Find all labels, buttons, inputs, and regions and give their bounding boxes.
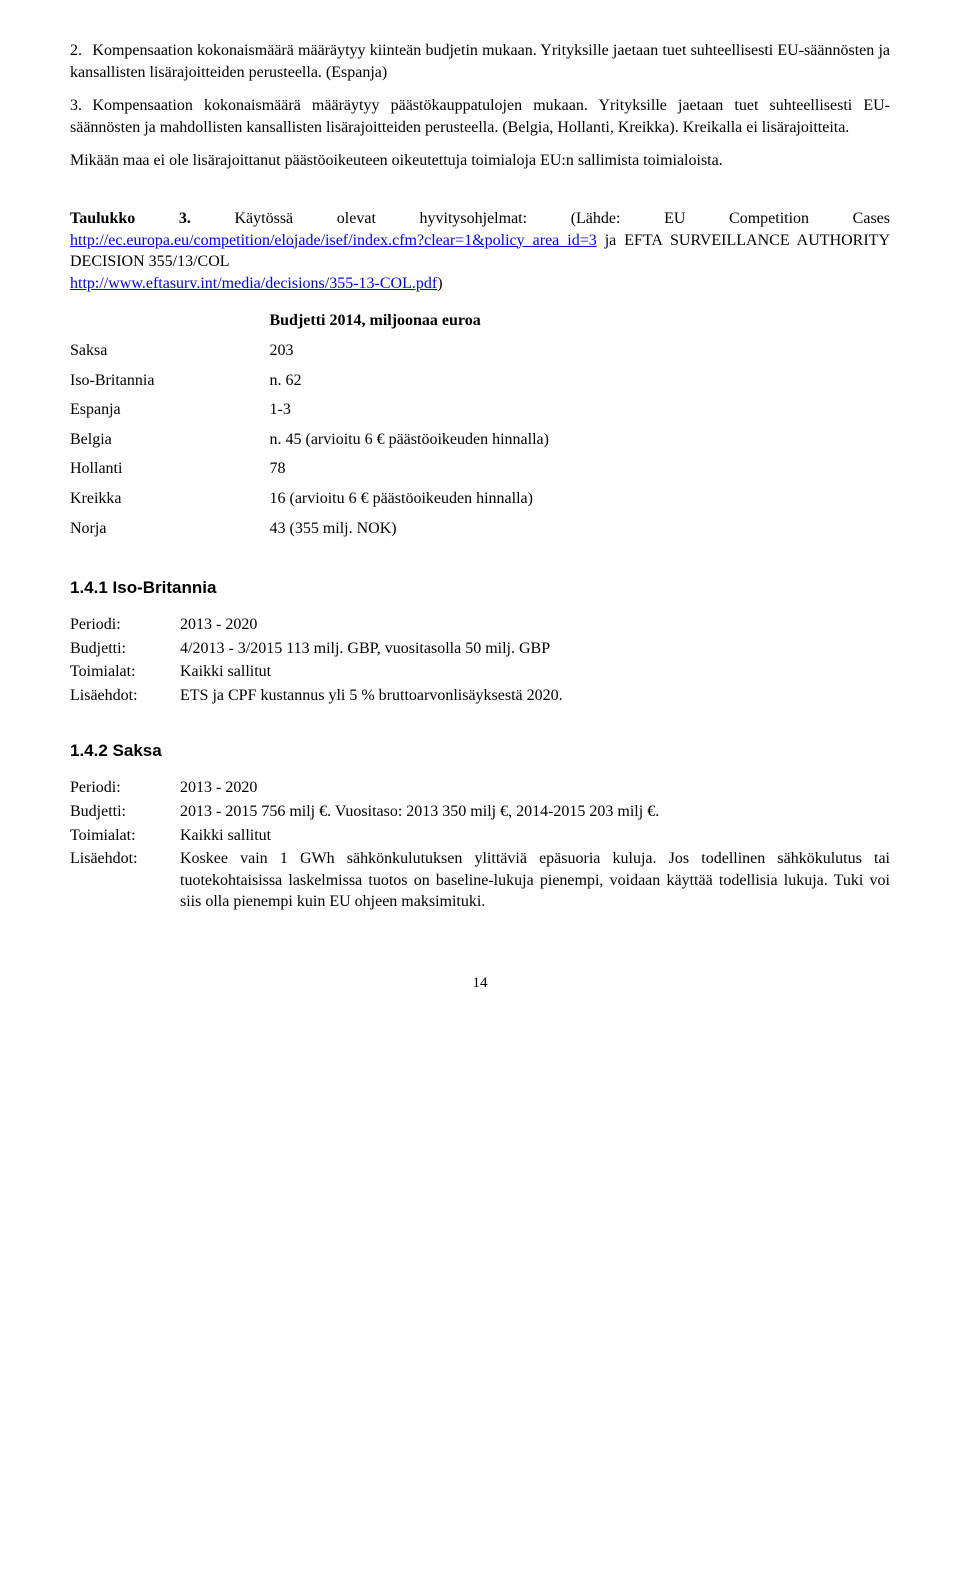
country-cell: Hollanti — [70, 454, 269, 484]
table-row: Hollanti78 — [70, 454, 890, 484]
kv-label: Toimialat: — [70, 661, 180, 683]
table-row: Kreikka16 (arvioitu 6 € päästöoikeuden h… — [70, 484, 890, 514]
kv-label: Lisäehdot: — [70, 848, 180, 913]
source-link-1[interactable]: http://ec.europa.eu/competition/elojade/… — [70, 232, 597, 249]
kv-value: 2013 - 2015 756 milj €. Vuositaso: 2013 … — [180, 801, 890, 823]
value-cell: 1-3 — [269, 395, 890, 425]
paragraph: Mikään maa ei ole lisärajoittanut päästö… — [70, 150, 890, 172]
caption-text: ) — [437, 275, 442, 292]
value-cell: 16 (arvioitu 6 € päästöoikeuden hinnalla… — [269, 484, 890, 514]
list-item-2: 2.Kompensaation kokonaismäärä määräytyy … — [70, 40, 890, 83]
value-cell: 203 — [269, 336, 890, 366]
caption-text: Käytössä olevat hyvitysohjelmat: (Lähde:… — [191, 210, 890, 227]
kv-label: Lisäehdot: — [70, 685, 180, 707]
kv-value: ETS ja CPF kustannus yli 5 % bruttoarvon… — [180, 685, 890, 707]
kv-value: Kaikki sallitut — [180, 661, 890, 683]
kv-row: Periodi:2013 - 2020 — [70, 777, 890, 799]
kv-value: 4/2013 - 3/2015 113 milj. GBP, vuositaso… — [180, 638, 890, 660]
kv-value: Koskee vain 1 GWh sähkönkulutuksen ylitt… — [180, 848, 890, 913]
kv-label: Budjetti: — [70, 801, 180, 823]
kv-value: Kaikki sallitut — [180, 825, 890, 847]
kv-label: Toimialat: — [70, 825, 180, 847]
kv-row: Budjetti:4/2013 - 3/2015 113 milj. GBP, … — [70, 638, 890, 660]
value-cell: 78 — [269, 454, 890, 484]
kv-label: Periodi: — [70, 777, 180, 799]
country-cell: Espanja — [70, 395, 269, 425]
kv-row: Budjetti:2013 - 2015 756 milj €. Vuosita… — [70, 801, 890, 823]
table-row: Belgian. 45 (arvioitu 6 € päästöoikeuden… — [70, 425, 890, 455]
table-row: Espanja1-3 — [70, 395, 890, 425]
table-header-budget: Budjetti 2014, miljoonaa euroa — [269, 306, 890, 336]
kv-label: Periodi: — [70, 614, 180, 636]
kv-block-iso-britannia: Periodi:2013 - 2020 Budjetti:4/2013 - 3/… — [70, 614, 890, 706]
kv-row: Lisäehdot:Koskee vain 1 GWh sähkönkulutu… — [70, 848, 890, 913]
country-cell: Iso-Britannia — [70, 366, 269, 396]
kv-value: 2013 - 2020 — [180, 777, 890, 799]
page-number: 14 — [70, 973, 890, 993]
table-caption-lead: Taulukko 3. — [70, 210, 191, 227]
source-link-2[interactable]: http://www.eftasurv.int/media/decisions/… — [70, 275, 437, 292]
value-cell: 43 (355 milj. NOK) — [269, 514, 890, 544]
item-text: Kompensaation kokonaismäärä määräytyy pä… — [70, 97, 890, 136]
kv-value: 2013 - 2020 — [180, 614, 890, 636]
table-row: Saksa203 — [70, 336, 890, 366]
country-cell: Saksa — [70, 336, 269, 366]
item-number: 2. — [70, 40, 92, 62]
table-row: Iso-Britannian. 62 — [70, 366, 890, 396]
table-caption: Taulukko 3. Käytössä olevat hyvitysohjel… — [70, 208, 890, 294]
table-header-row: Budjetti 2014, miljoonaa euroa — [70, 306, 890, 336]
value-cell: n. 45 (arvioitu 6 € päästöoikeuden hinna… — [269, 425, 890, 455]
item-number: 3. — [70, 95, 92, 117]
kv-label: Budjetti: — [70, 638, 180, 660]
item-text: Kompensaation kokonaismäärä määräytyy ki… — [70, 42, 890, 81]
country-cell: Belgia — [70, 425, 269, 455]
value-cell: n. 62 — [269, 366, 890, 396]
kv-block-saksa: Periodi:2013 - 2020 Budjetti:2013 - 2015… — [70, 777, 890, 913]
kv-row: Toimialat:Kaikki sallitut — [70, 661, 890, 683]
kv-row: Periodi:2013 - 2020 — [70, 614, 890, 636]
table-header-empty — [70, 306, 269, 336]
kv-row: Toimialat:Kaikki sallitut — [70, 825, 890, 847]
kv-row: Lisäehdot:ETS ja CPF kustannus yli 5 % b… — [70, 685, 890, 707]
section-heading-iso-britannia: 1.4.1 Iso-Britannia — [70, 577, 890, 600]
table-row: Norja43 (355 milj. NOK) — [70, 514, 890, 544]
budget-table: Budjetti 2014, miljoonaa euroa Saksa203 … — [70, 306, 890, 543]
country-cell: Norja — [70, 514, 269, 544]
section-heading-saksa: 1.4.2 Saksa — [70, 740, 890, 763]
list-item-3: 3.Kompensaation kokonaismäärä määräytyy … — [70, 95, 890, 138]
country-cell: Kreikka — [70, 484, 269, 514]
